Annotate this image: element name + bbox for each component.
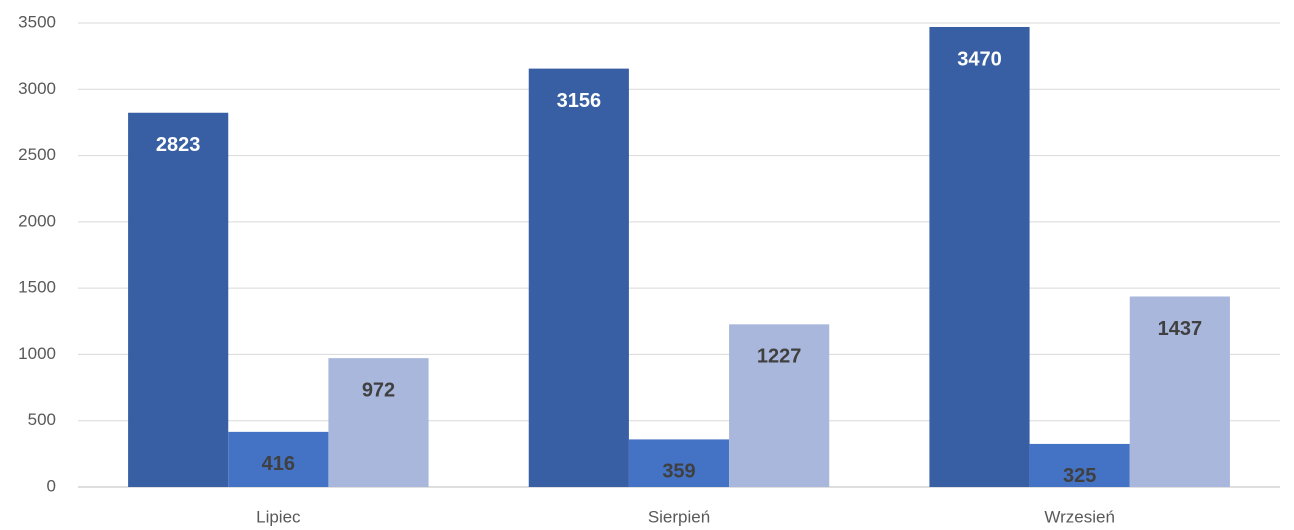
- y-tick-label: 3000: [18, 79, 56, 98]
- bar: [328, 358, 429, 487]
- bar: [628, 439, 730, 487]
- x-tick-label: Sierpień: [648, 507, 710, 526]
- bar: [228, 431, 329, 487]
- y-tick-label: 1500: [18, 278, 56, 297]
- bar: [929, 26, 1030, 487]
- y-tick-label: 3500: [18, 12, 56, 31]
- y-tick-label: 2500: [18, 145, 56, 164]
- x-tick-label: Wrzesień: [1044, 507, 1115, 526]
- value-label: 3156: [557, 90, 602, 112]
- bar: [128, 112, 229, 487]
- bar: [1129, 296, 1230, 487]
- y-tick-label: 2000: [18, 211, 56, 230]
- value-label: 972: [362, 379, 395, 401]
- value-label: 3470: [957, 48, 1002, 70]
- y-tick-label: 1000: [18, 344, 56, 363]
- bar: [528, 68, 629, 488]
- value-label: 416: [262, 453, 295, 475]
- value-label: 2823: [156, 134, 201, 156]
- bar: [729, 324, 830, 487]
- value-label: 325: [1063, 465, 1096, 487]
- value-label: 1437: [1158, 318, 1203, 340]
- value-label: 359: [662, 461, 695, 483]
- bar: [1029, 443, 1130, 487]
- x-tick-label: Lipiec: [256, 507, 301, 526]
- y-tick-label: 0: [47, 476, 56, 495]
- y-tick-label: 500: [28, 410, 56, 429]
- value-label: 1227: [757, 346, 802, 368]
